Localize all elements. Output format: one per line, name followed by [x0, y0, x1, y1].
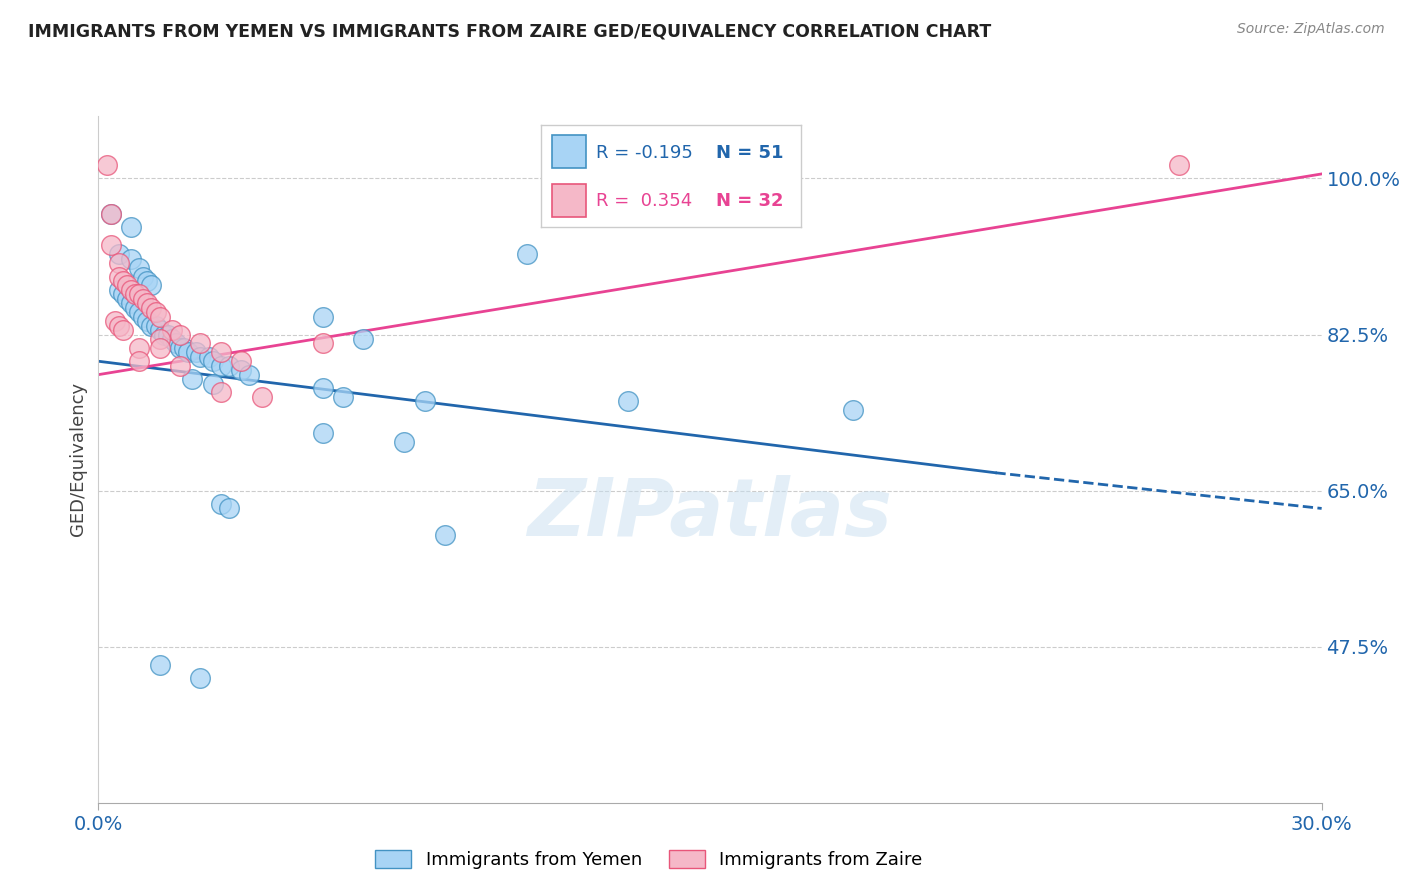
Point — [160, 323, 183, 337]
Point — [100, 207, 122, 221]
Point — [392, 434, 416, 449]
Point — [1167, 158, 1189, 172]
Point — [132, 269, 155, 284]
Point — [312, 425, 335, 440]
Point — [141, 278, 163, 293]
Point — [149, 323, 172, 337]
Point — [104, 314, 127, 328]
Point — [108, 283, 131, 297]
Text: N = 51: N = 51 — [716, 144, 783, 161]
Point — [120, 296, 142, 310]
Point — [169, 327, 191, 342]
FancyBboxPatch shape — [551, 185, 585, 218]
Point — [100, 207, 122, 221]
Point — [108, 318, 131, 333]
Text: R =  0.354: R = 0.354 — [596, 192, 692, 210]
Point — [413, 394, 436, 409]
Point — [136, 314, 159, 328]
Point — [165, 336, 187, 351]
Point — [128, 341, 150, 355]
Point — [108, 269, 131, 284]
Text: Source: ZipAtlas.com: Source: ZipAtlas.com — [1237, 22, 1385, 37]
Point — [128, 260, 150, 275]
Text: N = 32: N = 32 — [716, 192, 783, 210]
Text: IMMIGRANTS FROM YEMEN VS IMMIGRANTS FROM ZAIRE GED/EQUIVALENCY CORRELATION CHART: IMMIGRANTS FROM YEMEN VS IMMIGRANTS FROM… — [28, 22, 991, 40]
Y-axis label: GED/Equivalency: GED/Equivalency — [69, 383, 87, 536]
Point — [149, 310, 172, 324]
Legend: Immigrants from Yemen, Immigrants from Zaire: Immigrants from Yemen, Immigrants from Z… — [368, 842, 929, 876]
Point — [120, 252, 142, 266]
Point — [201, 354, 224, 368]
Point — [250, 390, 273, 404]
Point — [115, 292, 138, 306]
Point — [197, 350, 219, 364]
Point — [141, 318, 163, 333]
Point — [128, 305, 150, 319]
Point — [100, 238, 122, 252]
Point — [209, 385, 232, 400]
Point — [238, 368, 260, 382]
Point — [186, 345, 208, 359]
Point — [177, 345, 200, 359]
Point — [128, 354, 150, 368]
Point — [145, 318, 167, 333]
Point — [149, 341, 172, 355]
Point — [169, 341, 191, 355]
Point — [231, 354, 253, 368]
Text: ZIPatlas: ZIPatlas — [527, 475, 893, 553]
Point — [111, 287, 134, 301]
Point — [149, 332, 172, 346]
Point — [173, 341, 195, 355]
Point — [145, 305, 167, 319]
Point — [188, 350, 212, 364]
Point — [218, 501, 240, 516]
Point — [188, 336, 212, 351]
Point — [516, 247, 538, 261]
Point — [181, 372, 204, 386]
Text: R = -0.195: R = -0.195 — [596, 144, 693, 161]
Point — [128, 287, 150, 301]
Point — [108, 256, 131, 270]
Point — [312, 310, 335, 324]
Point — [136, 296, 159, 310]
Point — [188, 671, 212, 685]
Point — [124, 301, 146, 315]
Point — [312, 381, 335, 395]
Point — [617, 394, 640, 409]
Point — [111, 323, 134, 337]
Point — [433, 528, 456, 542]
Point — [111, 274, 134, 288]
Point — [120, 220, 142, 235]
Point — [124, 287, 146, 301]
Point — [841, 403, 863, 417]
Point — [209, 345, 232, 359]
Point — [141, 301, 163, 315]
Point — [231, 363, 253, 377]
Point — [352, 332, 374, 346]
Point — [332, 390, 354, 404]
Point — [169, 359, 191, 373]
Point — [132, 292, 155, 306]
Point — [152, 327, 174, 342]
Point — [115, 278, 138, 293]
Point — [132, 310, 155, 324]
Point — [209, 497, 232, 511]
Point — [156, 327, 179, 342]
Point — [96, 158, 118, 172]
Point — [312, 336, 335, 351]
Point — [149, 657, 172, 672]
Point — [108, 247, 131, 261]
Point — [209, 359, 232, 373]
Point — [160, 332, 183, 346]
Point — [136, 274, 159, 288]
FancyBboxPatch shape — [551, 136, 585, 168]
Point — [218, 359, 240, 373]
Point — [201, 376, 224, 391]
Point — [120, 283, 142, 297]
